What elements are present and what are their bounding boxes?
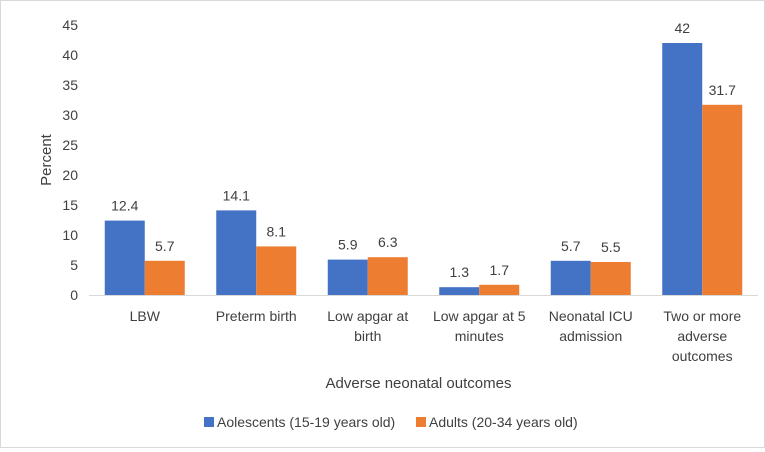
x-tick-label: Low apgar at birth [327,308,408,344]
y-tick-label: 0 [70,287,78,303]
x-axis-title: Adverse neonatal outcomes [326,375,512,392]
y-axis-title: Percent [38,133,55,186]
legend-label: Adults (20-34 years old) [429,414,578,430]
legend-swatch [416,417,426,427]
data-label: 8.1 [267,223,287,239]
x-tick-label: Low apgar at 5 minutes [433,308,526,344]
bar-adults [144,260,185,295]
y-tick-label: 40 [62,47,78,63]
bar-adults [479,284,520,295]
legend-label: Aolescents (15-19 years old) [217,414,395,430]
bar-adolescents [104,220,145,295]
bar-adults [256,246,297,295]
y-tick-label: 20 [62,167,78,183]
bar-adolescents [662,43,703,295]
y-tick-label: 45 [62,17,78,33]
data-label: 5.7 [155,238,175,254]
data-label: 12.4 [111,198,138,214]
bar-adults [367,257,408,295]
y-tick-label: 30 [62,107,78,123]
y-tick-label: 10 [62,227,78,243]
data-label: 5.7 [561,238,581,254]
bar-adults [590,262,631,295]
data-label: 42 [674,20,690,36]
bar-adults [702,104,743,295]
x-tick-label: LBW [130,308,161,324]
data-label: 14.1 [223,187,250,203]
data-label: 1.3 [450,264,470,280]
bar-adolescents [439,287,480,295]
data-label: 1.7 [490,262,510,278]
data-label: 5.9 [338,237,358,253]
y-tick-label: 25 [62,137,78,153]
x-tick-label: Two or more adverse outcomes [663,308,741,364]
bar-adolescents [550,260,591,295]
x-tick-label: Preterm birth [216,308,297,324]
legend-swatch [204,417,214,427]
y-tick-label: 35 [62,77,78,93]
data-label: 6.3 [378,234,398,250]
bar-adolescents [216,210,257,295]
x-tick-label: Neonatal ICU admission [549,308,633,344]
y-tick-label: 15 [62,197,78,213]
data-label: 5.5 [601,239,621,255]
data-label: 31.7 [709,82,736,98]
y-tick-label: 5 [70,257,78,273]
bar-adolescents [327,259,368,295]
